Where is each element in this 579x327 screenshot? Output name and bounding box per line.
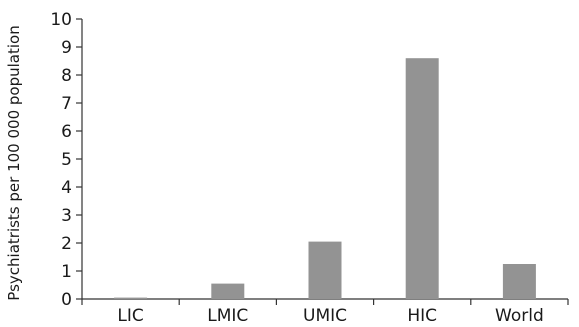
bar-lmic <box>211 283 245 299</box>
y-tick-label: 6 <box>61 122 72 142</box>
x-tick-label: HIC <box>407 306 437 322</box>
bar-world <box>502 264 536 299</box>
y-tick-label: 4 <box>61 178 72 198</box>
x-tick-label: UMIC <box>303 306 347 322</box>
bar-hic <box>405 58 439 300</box>
y-tick-label: 2 <box>61 234 72 254</box>
y-axis-label: Psychiatrists per 100 000 population <box>5 25 23 300</box>
y-tick-label: 8 <box>61 66 72 86</box>
y-tick-label: 9 <box>61 38 72 58</box>
bar-umic <box>308 241 342 299</box>
bar-lic <box>114 297 148 299</box>
y-tick-label: 7 <box>61 94 72 114</box>
axes <box>76 18 569 305</box>
y-tick-label: 5 <box>61 150 72 170</box>
y-tick-label: 1 <box>61 262 72 282</box>
x-tick-label: LMIC <box>207 306 248 322</box>
y-tick-label: 10 <box>50 10 72 30</box>
bars <box>114 58 536 300</box>
y-tick-label: 3 <box>61 206 72 226</box>
y-tick-label: 0 <box>61 290 72 310</box>
x-tick-label: LIC <box>117 306 143 322</box>
x-tick-label: World <box>495 306 544 322</box>
labels: 0 1 2 3 4 5 6 7 8 9 10 LIC LMIC UMIC HIC World <box>50 10 544 326</box>
